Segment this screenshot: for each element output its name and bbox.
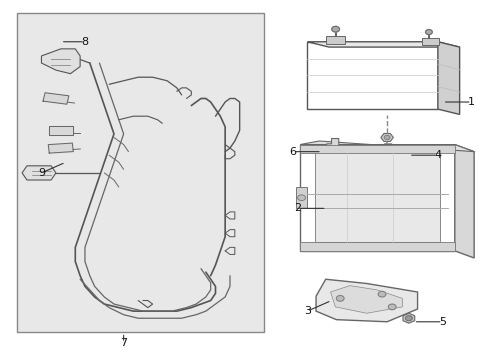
Text: 8: 8 [81, 37, 88, 47]
Text: 3: 3 [303, 306, 310, 316]
Polygon shape [454, 145, 473, 258]
Text: 6: 6 [289, 147, 296, 157]
Text: 2: 2 [293, 203, 301, 213]
Polygon shape [300, 145, 454, 251]
Bar [300, 242, 454, 251]
Polygon shape [380, 134, 393, 141]
Polygon shape [314, 150, 439, 242]
Circle shape [425, 30, 431, 35]
Polygon shape [402, 313, 414, 323]
Circle shape [384, 135, 389, 140]
Polygon shape [307, 42, 459, 47]
Bar [296, 187, 306, 208]
Bar [300, 145, 454, 153]
Polygon shape [437, 42, 459, 114]
Circle shape [405, 316, 411, 321]
Polygon shape [330, 285, 402, 313]
Circle shape [377, 291, 385, 297]
Circle shape [297, 195, 305, 201]
Polygon shape [315, 279, 417, 322]
Polygon shape [325, 36, 345, 44]
Polygon shape [300, 141, 473, 152]
Polygon shape [49, 126, 73, 135]
Polygon shape [48, 143, 73, 153]
Polygon shape [22, 166, 56, 180]
Text: 4: 4 [433, 150, 441, 160]
Polygon shape [326, 139, 338, 151]
Polygon shape [421, 39, 438, 45]
Polygon shape [43, 93, 69, 104]
Text: 1: 1 [468, 97, 474, 107]
Polygon shape [41, 49, 80, 74]
Text: 7: 7 [120, 338, 127, 348]
Polygon shape [307, 42, 437, 109]
Circle shape [331, 26, 339, 32]
Bar [17, 13, 264, 332]
Text: 5: 5 [438, 317, 445, 327]
Text: 9: 9 [38, 168, 45, 178]
Circle shape [336, 296, 344, 301]
Circle shape [387, 304, 395, 310]
